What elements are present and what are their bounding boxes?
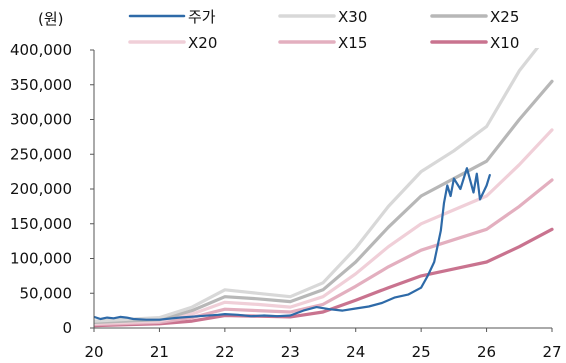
x-tick-label: 26 (477, 343, 496, 361)
x-tick-label: 20 (84, 343, 103, 361)
y-tick-label: 350,000 (10, 76, 72, 94)
x-axis-ticks: 20 21 22 23 24 25 26 27 (84, 328, 562, 361)
y-axis-unit: (원) (38, 10, 64, 28)
y-tick-label: 100,000 (10, 250, 72, 268)
series-line-X10 (94, 227, 554, 328)
y-tick-label: 400,000 (10, 41, 72, 59)
legend-label: X30 (338, 8, 367, 26)
x-tick-label: 21 (150, 343, 169, 361)
series-line-X20 (94, 128, 554, 326)
legend-label: X20 (188, 34, 217, 52)
y-tick-label: 50,000 (20, 284, 73, 302)
y-axis-ticks: 400,000 350,000 300,000 250,000 200,000 150,0… (10, 41, 94, 337)
series-line-주가 (94, 167, 491, 321)
legend-label: X25 (490, 8, 519, 26)
y-tick-label: 300,000 (10, 111, 72, 129)
x-tick-label: 22 (215, 343, 234, 361)
y-tick-label: 0 (62, 319, 72, 337)
x-tick-label: 27 (542, 343, 561, 361)
series-line-X30 (94, 48, 540, 323)
series-line-X15 (94, 178, 554, 327)
y-tick-label: 250,000 (10, 145, 72, 163)
series-line-X25 (94, 79, 554, 324)
x-tick-label: 24 (346, 343, 365, 361)
legend-label: X15 (338, 34, 367, 52)
series-lines (94, 48, 554, 328)
legend-label: 주가 (188, 8, 216, 26)
legend: 주가 X30 X25 X20 X15 X10 (128, 8, 519, 52)
legend-label: X10 (490, 34, 519, 52)
y-tick-label: 200,000 (10, 180, 72, 198)
x-tick-label: 23 (281, 343, 300, 361)
y-tick-label: 150,000 (10, 215, 72, 233)
x-tick-label: 25 (412, 343, 431, 361)
